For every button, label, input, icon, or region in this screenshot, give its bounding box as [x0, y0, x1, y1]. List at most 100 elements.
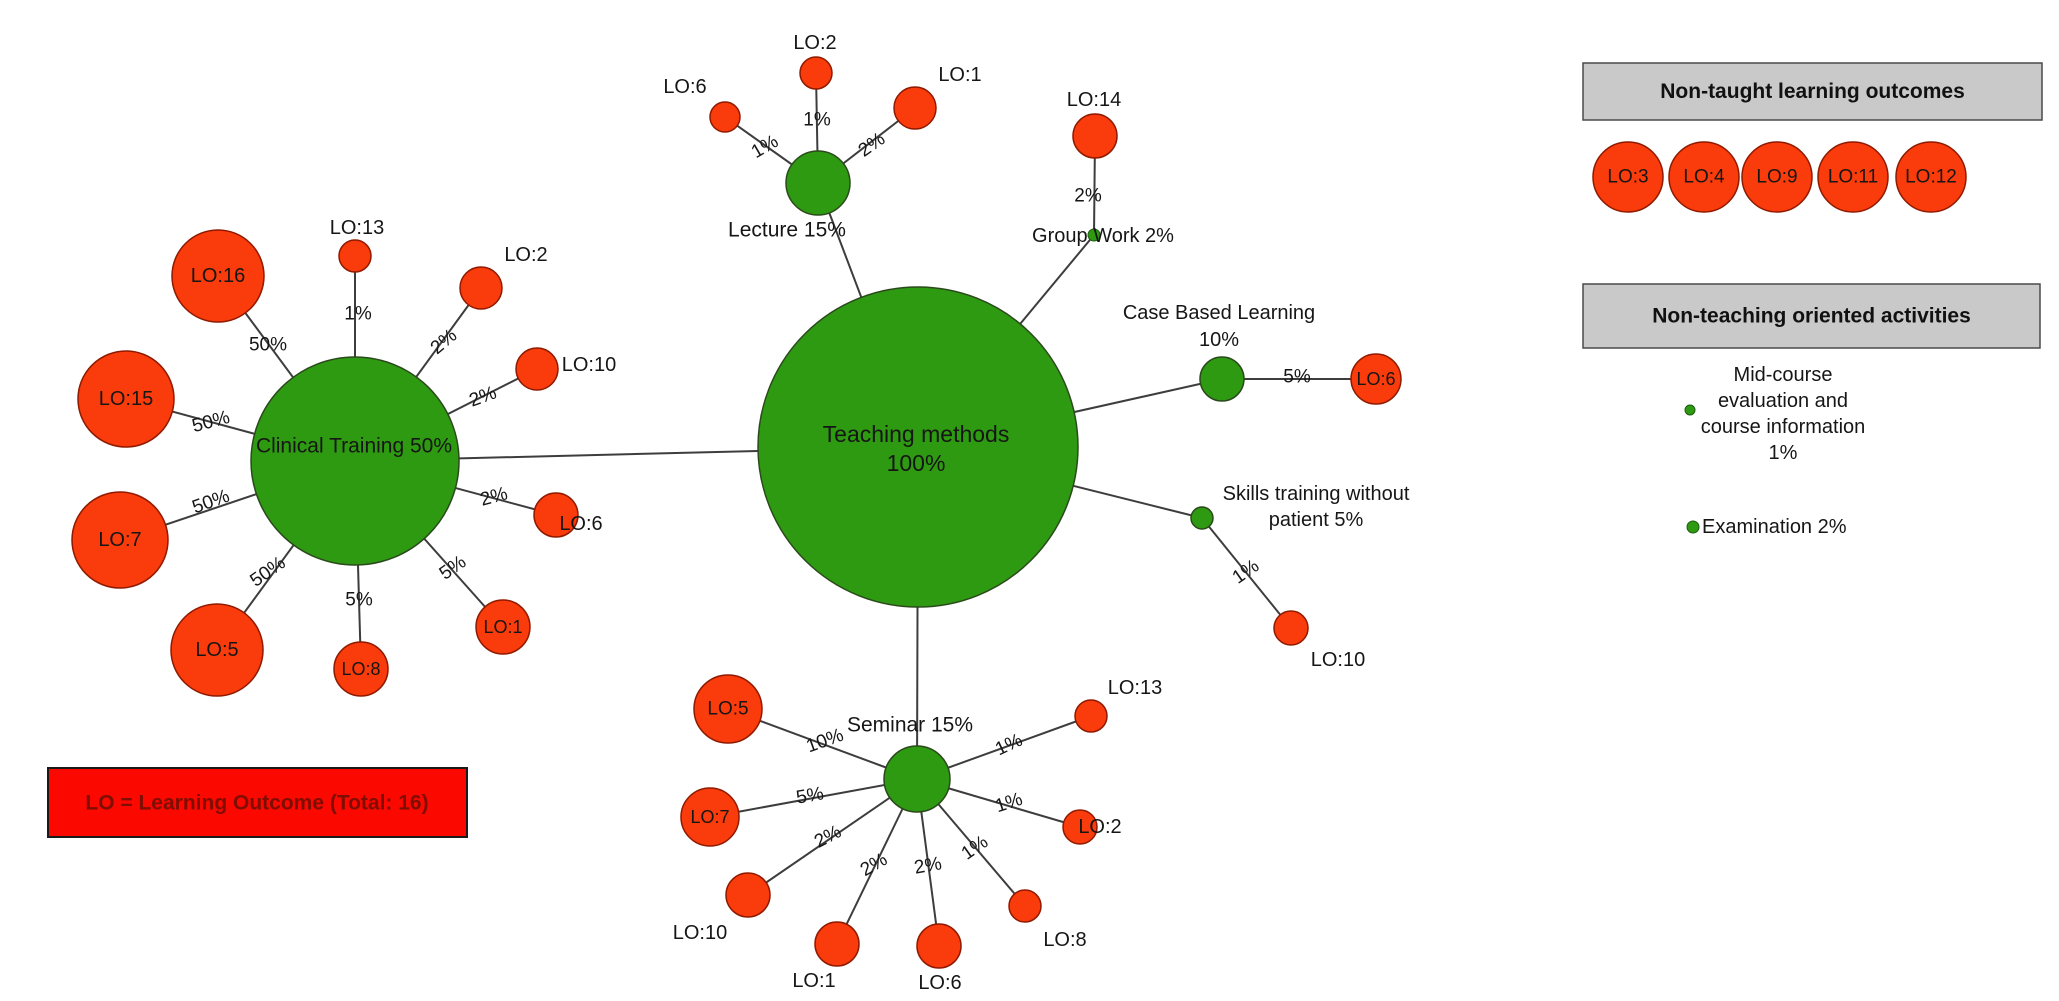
- legend-lo4-label: LO:4: [1683, 167, 1725, 188]
- clinical-lo5-node: [170, 603, 264, 697]
- non-teaching-item-0-line-0: Mid-course: [1734, 364, 1833, 386]
- skills-training-label: patient 5%: [1269, 509, 1364, 531]
- clinical-lo8-node: [333, 641, 389, 697]
- panels-layer: Non-taught learning outcomes Non-teaching…: [47, 62, 2043, 838]
- edge-label-clinical--clinical-lo16: 50%: [249, 335, 287, 356]
- legend-lo12-node: [1895, 141, 1967, 213]
- seminar-lo7-node: [680, 787, 740, 847]
- clinical-lo15-node: [77, 350, 175, 448]
- legend-lo9-node: [1741, 141, 1813, 213]
- non-teaching-header-box: [1582, 283, 2041, 349]
- nodes-layer: [71, 56, 1967, 969]
- lecture-lo2-label: LO:2: [793, 32, 836, 54]
- seminar-lo6-label: LO:6: [918, 972, 961, 994]
- edge-skills-training--skills-lo10: [1201, 517, 1292, 629]
- teaching-label: Teaching methods: [823, 421, 1010, 447]
- non-teaching-item-0-line-3: 1%: [1769, 442, 1798, 464]
- lecture-lo6-node: [709, 101, 741, 133]
- clinical-lo1-node: [475, 599, 531, 655]
- case-based-learning-node: [1199, 356, 1245, 402]
- legend-lo9-label: LO:9: [1756, 167, 1797, 188]
- edge-label-seminar--seminar-lo5: 10%: [804, 725, 847, 758]
- non-teaching-item-0-line-2: course information: [1701, 416, 1866, 438]
- legend-lo3-label: LO:3: [1607, 167, 1648, 188]
- seminar-lo1-label: LO:1: [792, 970, 835, 992]
- non-taught-header-box: [1582, 62, 2043, 121]
- lo14-label: LO:14: [1067, 89, 1121, 111]
- lo14-node: [1072, 113, 1118, 159]
- skills-training-node: [1190, 506, 1214, 530]
- clinical-lo1-label: LO:1: [483, 617, 522, 637]
- edge-label-seminar--seminar-lo1: 2%: [857, 849, 891, 881]
- edge-label-clinical--clinical-lo10: 2%: [467, 382, 500, 411]
- lecture-lo2-node: [799, 56, 833, 90]
- seminar-lo7-label: LO:7: [690, 807, 729, 827]
- edge-label-seminar--seminar-lo8: 1%: [958, 831, 993, 864]
- seminar-label: Seminar 15%: [847, 714, 973, 737]
- clinical-lo5-label: LO:5: [195, 639, 238, 661]
- seminar-lo2-node: [1062, 809, 1098, 845]
- cbl-lo6-node: [1350, 353, 1402, 405]
- non-teaching-header-title: Non-teaching oriented activities: [1652, 305, 1971, 328]
- lecture-node: [785, 150, 851, 216]
- legend-lo3-node: [1592, 141, 1664, 213]
- skills-training-label: Skills training without: [1223, 483, 1410, 505]
- lecture-lo1-node: [893, 86, 937, 130]
- seminar-lo8-label: LO:8: [1043, 929, 1086, 951]
- teaching-node: [757, 286, 1079, 608]
- clinical-lo10-node: [515, 347, 559, 391]
- edge-label-skills-training--skills-lo10: 1%: [1229, 555, 1264, 588]
- group-work-label: Group Work 2%: [1032, 225, 1174, 247]
- clinical-lo2-node: [459, 266, 503, 310]
- legend-lo11-label: LO:11: [1828, 167, 1878, 188]
- seminar-lo13-label: LO:13: [1108, 677, 1162, 699]
- non-teaching-item-1-line-0: Examination 2%: [1702, 516, 1847, 538]
- clinical-node: [250, 356, 460, 566]
- case-based-learning-label: Case Based Learning: [1123, 302, 1315, 324]
- skills-lo10-node: [1273, 610, 1309, 646]
- edge-label-seminar--seminar-lo2: 1%: [993, 789, 1026, 817]
- lo-note-box: [47, 767, 468, 838]
- edge-label-clinical--clinical-lo8: 5%: [345, 590, 373, 611]
- seminar-lo5-label: LO:5: [707, 699, 748, 720]
- node-labels-layer: Teaching methods 100% Clinical Training 50…: [98, 32, 1957, 994]
- teaching-label: 100%: [887, 450, 946, 476]
- edge-label-seminar--seminar-lo6: 2%: [913, 853, 944, 878]
- lecture-label: Lecture 15%: [728, 219, 846, 242]
- clinical-lo16-node: [171, 229, 265, 323]
- edge-label-clinical--clinical-lo15: 50%: [190, 407, 232, 437]
- examination-dot-node: [1686, 520, 1700, 534]
- edge-label-clinical--clinical-lo13: 1%: [344, 304, 372, 325]
- seminar-lo6-node: [916, 923, 962, 969]
- clinical-lo6-label: LO:6: [559, 513, 602, 535]
- legend-lo12-label: LO:12: [1905, 167, 1957, 188]
- clinical-lo2-label: LO:2: [504, 244, 547, 266]
- edge-label-lecture--lecture-lo1: 2%: [855, 128, 890, 161]
- clinical-lo6-node: [533, 492, 579, 538]
- lecture-lo1-label: LO:1: [938, 64, 981, 86]
- clinical-lo10-label: LO:10: [562, 354, 616, 376]
- edge-label-clinical--clinical-lo6: 2%: [478, 483, 510, 510]
- non-taught-header-title: Non-taught learning outcomes: [1660, 80, 1965, 103]
- seminar-node: [883, 745, 951, 813]
- clinical-lo15-label: LO:15: [99, 388, 153, 410]
- edge-label-case-based-learning--cbl-lo6: 5%: [1283, 367, 1311, 388]
- edge-label-seminar--seminar-lo13: 1%: [992, 730, 1026, 761]
- seminar-lo5-node: [693, 674, 763, 744]
- mid-course-dot-node: [1684, 404, 1696, 416]
- seminar-lo8-node: [1008, 889, 1042, 923]
- clinical-lo8-label: LO:8: [341, 659, 380, 679]
- edge-label-lecture--lecture-lo2: 1%: [803, 110, 831, 131]
- lo-note-label: LO = Learning Outcome (Total: 16): [85, 792, 428, 815]
- skills-lo10-label: LO:10: [1311, 649, 1365, 671]
- seminar-lo10-label: LO:10: [673, 922, 727, 944]
- seminar-lo1-node: [814, 921, 860, 967]
- legend-lo11-node: [1817, 141, 1889, 213]
- edge-seminar--seminar-lo10: [747, 778, 918, 896]
- edge-label-seminar--seminar-lo7: 5%: [795, 783, 826, 808]
- seminar-lo10-node: [725, 872, 771, 918]
- edge-label-group-work--lo14: 2%: [1074, 186, 1102, 207]
- edge-label-clinical--clinical-lo7: 50%: [190, 486, 233, 519]
